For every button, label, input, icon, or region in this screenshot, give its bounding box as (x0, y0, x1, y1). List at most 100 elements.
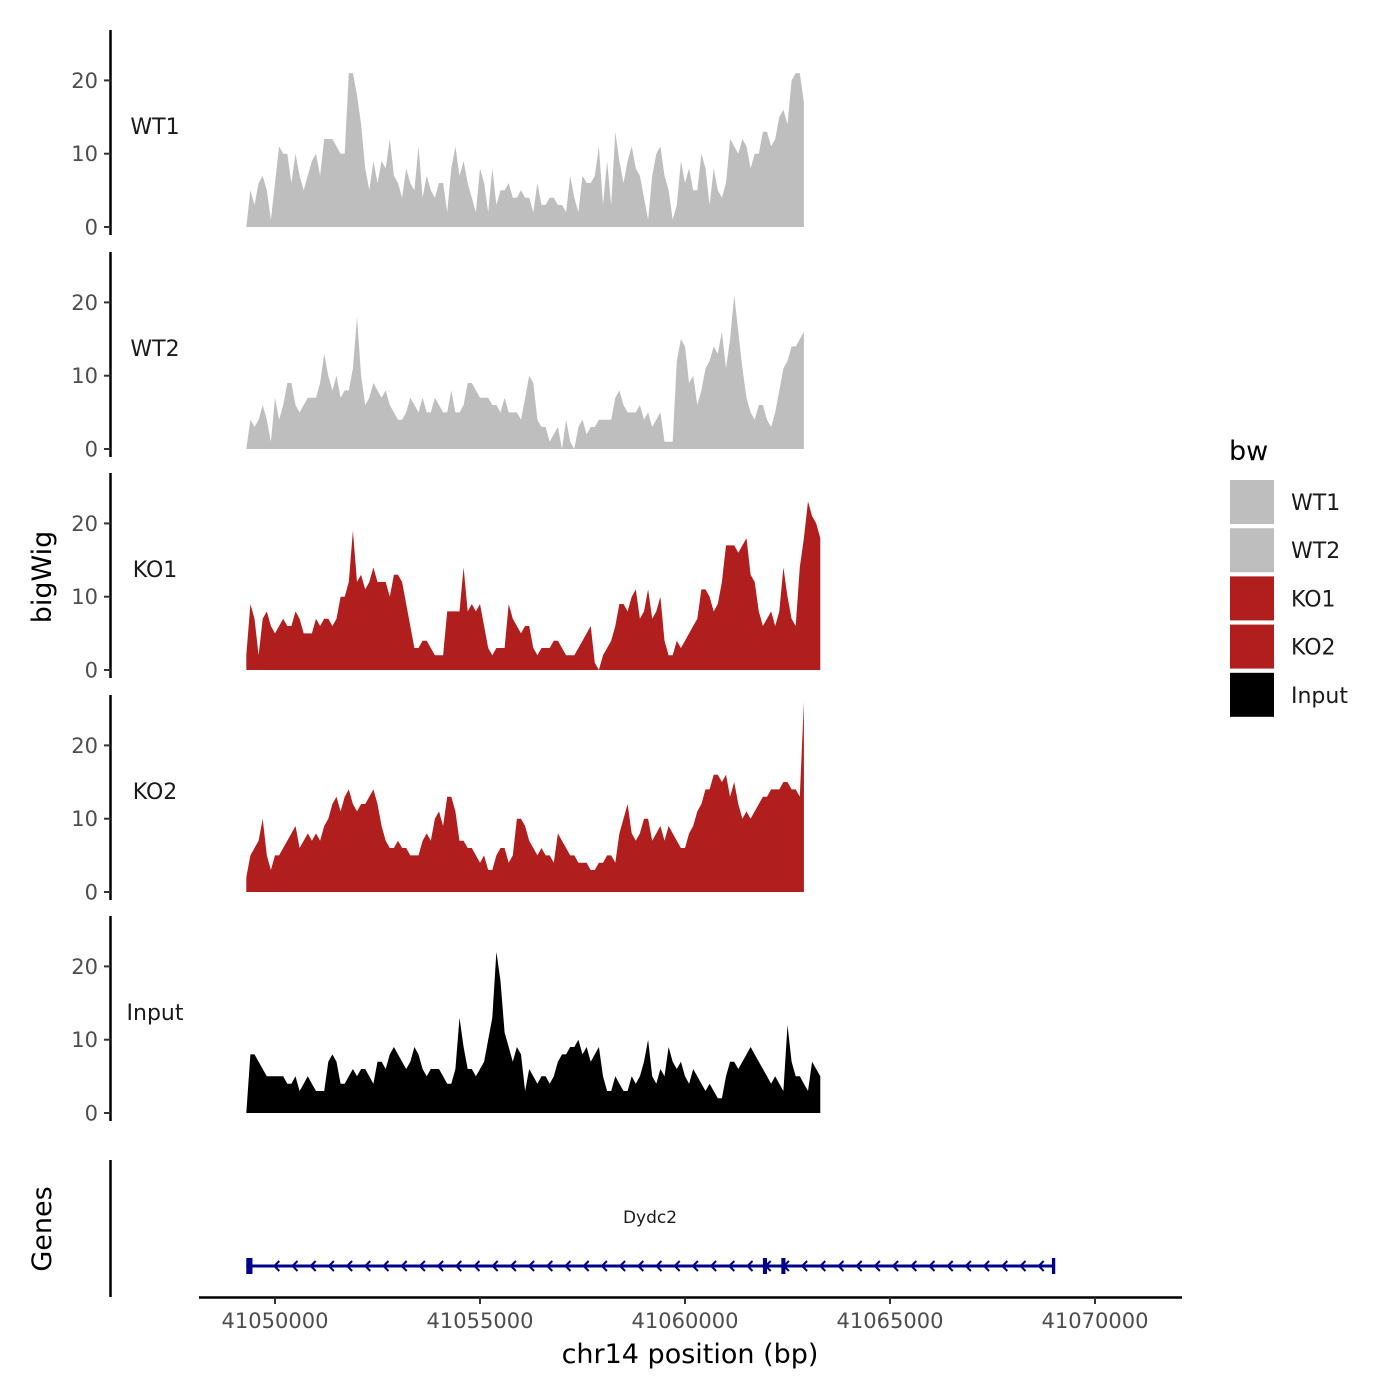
y-tick-label-ko2-20: 20 (71, 734, 98, 758)
strand-chevron (1019, 1260, 1027, 1272)
y-tick-label-ko1-20: 20 (71, 512, 98, 536)
strand-chevron (327, 1260, 335, 1272)
strand-chevron (454, 1260, 463, 1272)
legend-label-wt1: WT1 (1291, 491, 1340, 516)
strand-chevron (582, 1260, 590, 1272)
legend-title: bw (1229, 436, 1268, 467)
strand-chevron (291, 1260, 299, 1272)
genes-track: Genes Dydc2 (27, 1160, 1056, 1297)
y-tick-label-wt2-0: 0 (85, 438, 98, 462)
strand-chevron (400, 1260, 408, 1272)
strand-chevron (909, 1260, 918, 1272)
x-axis: 41050000 41055000 41060000 41065000 41070000… (199, 1296, 1182, 1370)
strand-chevron (837, 1260, 845, 1272)
legend-label-ko2: KO2 (1291, 636, 1336, 661)
strand-chevron (855, 1260, 863, 1272)
track-label-ko1: KO1 (133, 558, 178, 583)
strand-chevron (436, 1260, 444, 1272)
gene-label-dydc2: Dydc2 (623, 1208, 677, 1228)
strand-chevron (272, 1260, 281, 1272)
y-tick-label-input-20: 20 (71, 955, 98, 979)
legend-swatch-ko2 (1230, 624, 1274, 669)
area-series-input (246, 951, 821, 1113)
strand-chevron (382, 1260, 390, 1272)
genes-track-title: Genes (27, 1186, 58, 1271)
strand-chevron (564, 1260, 572, 1272)
strand-chevron (491, 1260, 499, 1272)
strand-chevron (309, 1260, 317, 1272)
signal-tracks: 0 10 20 WT1 0 10 20 WT2 0 10 20 KO1 0 10 20 KO2 0 10 20 Inp… (71, 30, 821, 1126)
y-tick-label-wt2-10: 10 (71, 364, 98, 388)
strand-chevron (891, 1260, 899, 1272)
strand-chevron (818, 1260, 827, 1272)
area-series-wt2 (246, 295, 804, 449)
y-tick-label-ko1-0: 0 (85, 659, 98, 683)
x-tick-label-41060000: 41060000 (632, 1309, 739, 1333)
strand-chevron (673, 1260, 681, 1272)
legend-swatch-wt2 (1230, 528, 1274, 573)
track-wt2: 0 10 20 WT2 (71, 252, 804, 462)
track-label-input: Input (127, 1001, 184, 1026)
y-tick-label-ko2-0: 0 (85, 881, 98, 905)
strand-chevron (1000, 1260, 1009, 1272)
strand-chevron (800, 1260, 808, 1272)
x-axis-title: chr14 position (bp) (562, 1339, 819, 1370)
y-tick-label-input-0: 0 (85, 1102, 98, 1126)
strand-chevron (418, 1260, 426, 1272)
strand-chevron (345, 1260, 353, 1272)
gene-model-dydc2 (246, 1258, 1056, 1274)
strand-chevron (727, 1260, 736, 1272)
gene-exon-2 (762, 1258, 767, 1274)
track-input: 0 10 20 Input (71, 916, 821, 1126)
y-axis-title: bigWig (27, 531, 58, 624)
area-series-wt1 (246, 73, 804, 227)
strand-chevron (746, 1260, 754, 1272)
strand-chevron (509, 1260, 517, 1272)
strand-chevron (545, 1260, 554, 1272)
strand-chevron (873, 1260, 881, 1272)
track-label-wt2: WT2 (130, 337, 179, 362)
y-tick-label-input-10: 10 (71, 1028, 98, 1052)
strand-chevron (928, 1260, 936, 1272)
legend-label-ko1: KO1 (1291, 587, 1336, 612)
strand-chevron (709, 1260, 717, 1272)
track-label-wt1: WT1 (130, 115, 179, 140)
strand-chevron (691, 1260, 699, 1272)
track-ko2: 0 10 20 KO2 (71, 695, 804, 905)
strand-chevron (363, 1260, 372, 1272)
legend-label-input: Input (1291, 684, 1348, 709)
x-tick-label-41050000: 41050000 (222, 1309, 329, 1333)
gene-exon-3 (781, 1258, 786, 1274)
strand-chevron (527, 1260, 535, 1272)
y-tick-label-wt1-0: 0 (85, 216, 98, 240)
strand-chevron (1037, 1260, 1045, 1272)
legend: bw WT1 WT2 KO1 KO2 Input (1229, 436, 1348, 717)
legend-swatch-input (1230, 672, 1274, 717)
y-tick-label-wt2-20: 20 (71, 291, 98, 315)
strand-chevron (618, 1260, 626, 1272)
strand-chevron (636, 1260, 645, 1272)
x-tick-label-41070000: 41070000 (1042, 1309, 1149, 1333)
track-ko1: 0 10 20 KO1 (71, 473, 821, 683)
track-wt1: 0 10 20 WT1 (71, 30, 804, 240)
strand-chevron (600, 1260, 608, 1272)
strand-chevron (473, 1260, 481, 1272)
x-tick-label-41055000: 41055000 (427, 1309, 534, 1333)
x-tick-label-41065000: 41065000 (837, 1309, 944, 1333)
area-series-ko1 (246, 501, 821, 670)
legend-swatch-wt1 (1230, 480, 1274, 524)
strand-chevron (946, 1260, 954, 1272)
area-series-ko2 (246, 701, 804, 892)
y-tick-label-wt1-10: 10 (71, 142, 98, 166)
y-tick-label-wt1-20: 20 (71, 69, 98, 93)
gene-exon-1 (246, 1258, 253, 1274)
legend-swatch-ko1 (1230, 576, 1274, 621)
y-tick-label-ko2-10: 10 (71, 807, 98, 831)
strand-chevron (982, 1260, 990, 1272)
legend-label-wt2: WT2 (1291, 539, 1340, 564)
strand-chevron (964, 1260, 972, 1272)
track-label-ko2: KO2 (133, 780, 178, 805)
y-tick-label-ko1-10: 10 (71, 585, 98, 609)
strand-chevron (655, 1260, 663, 1272)
